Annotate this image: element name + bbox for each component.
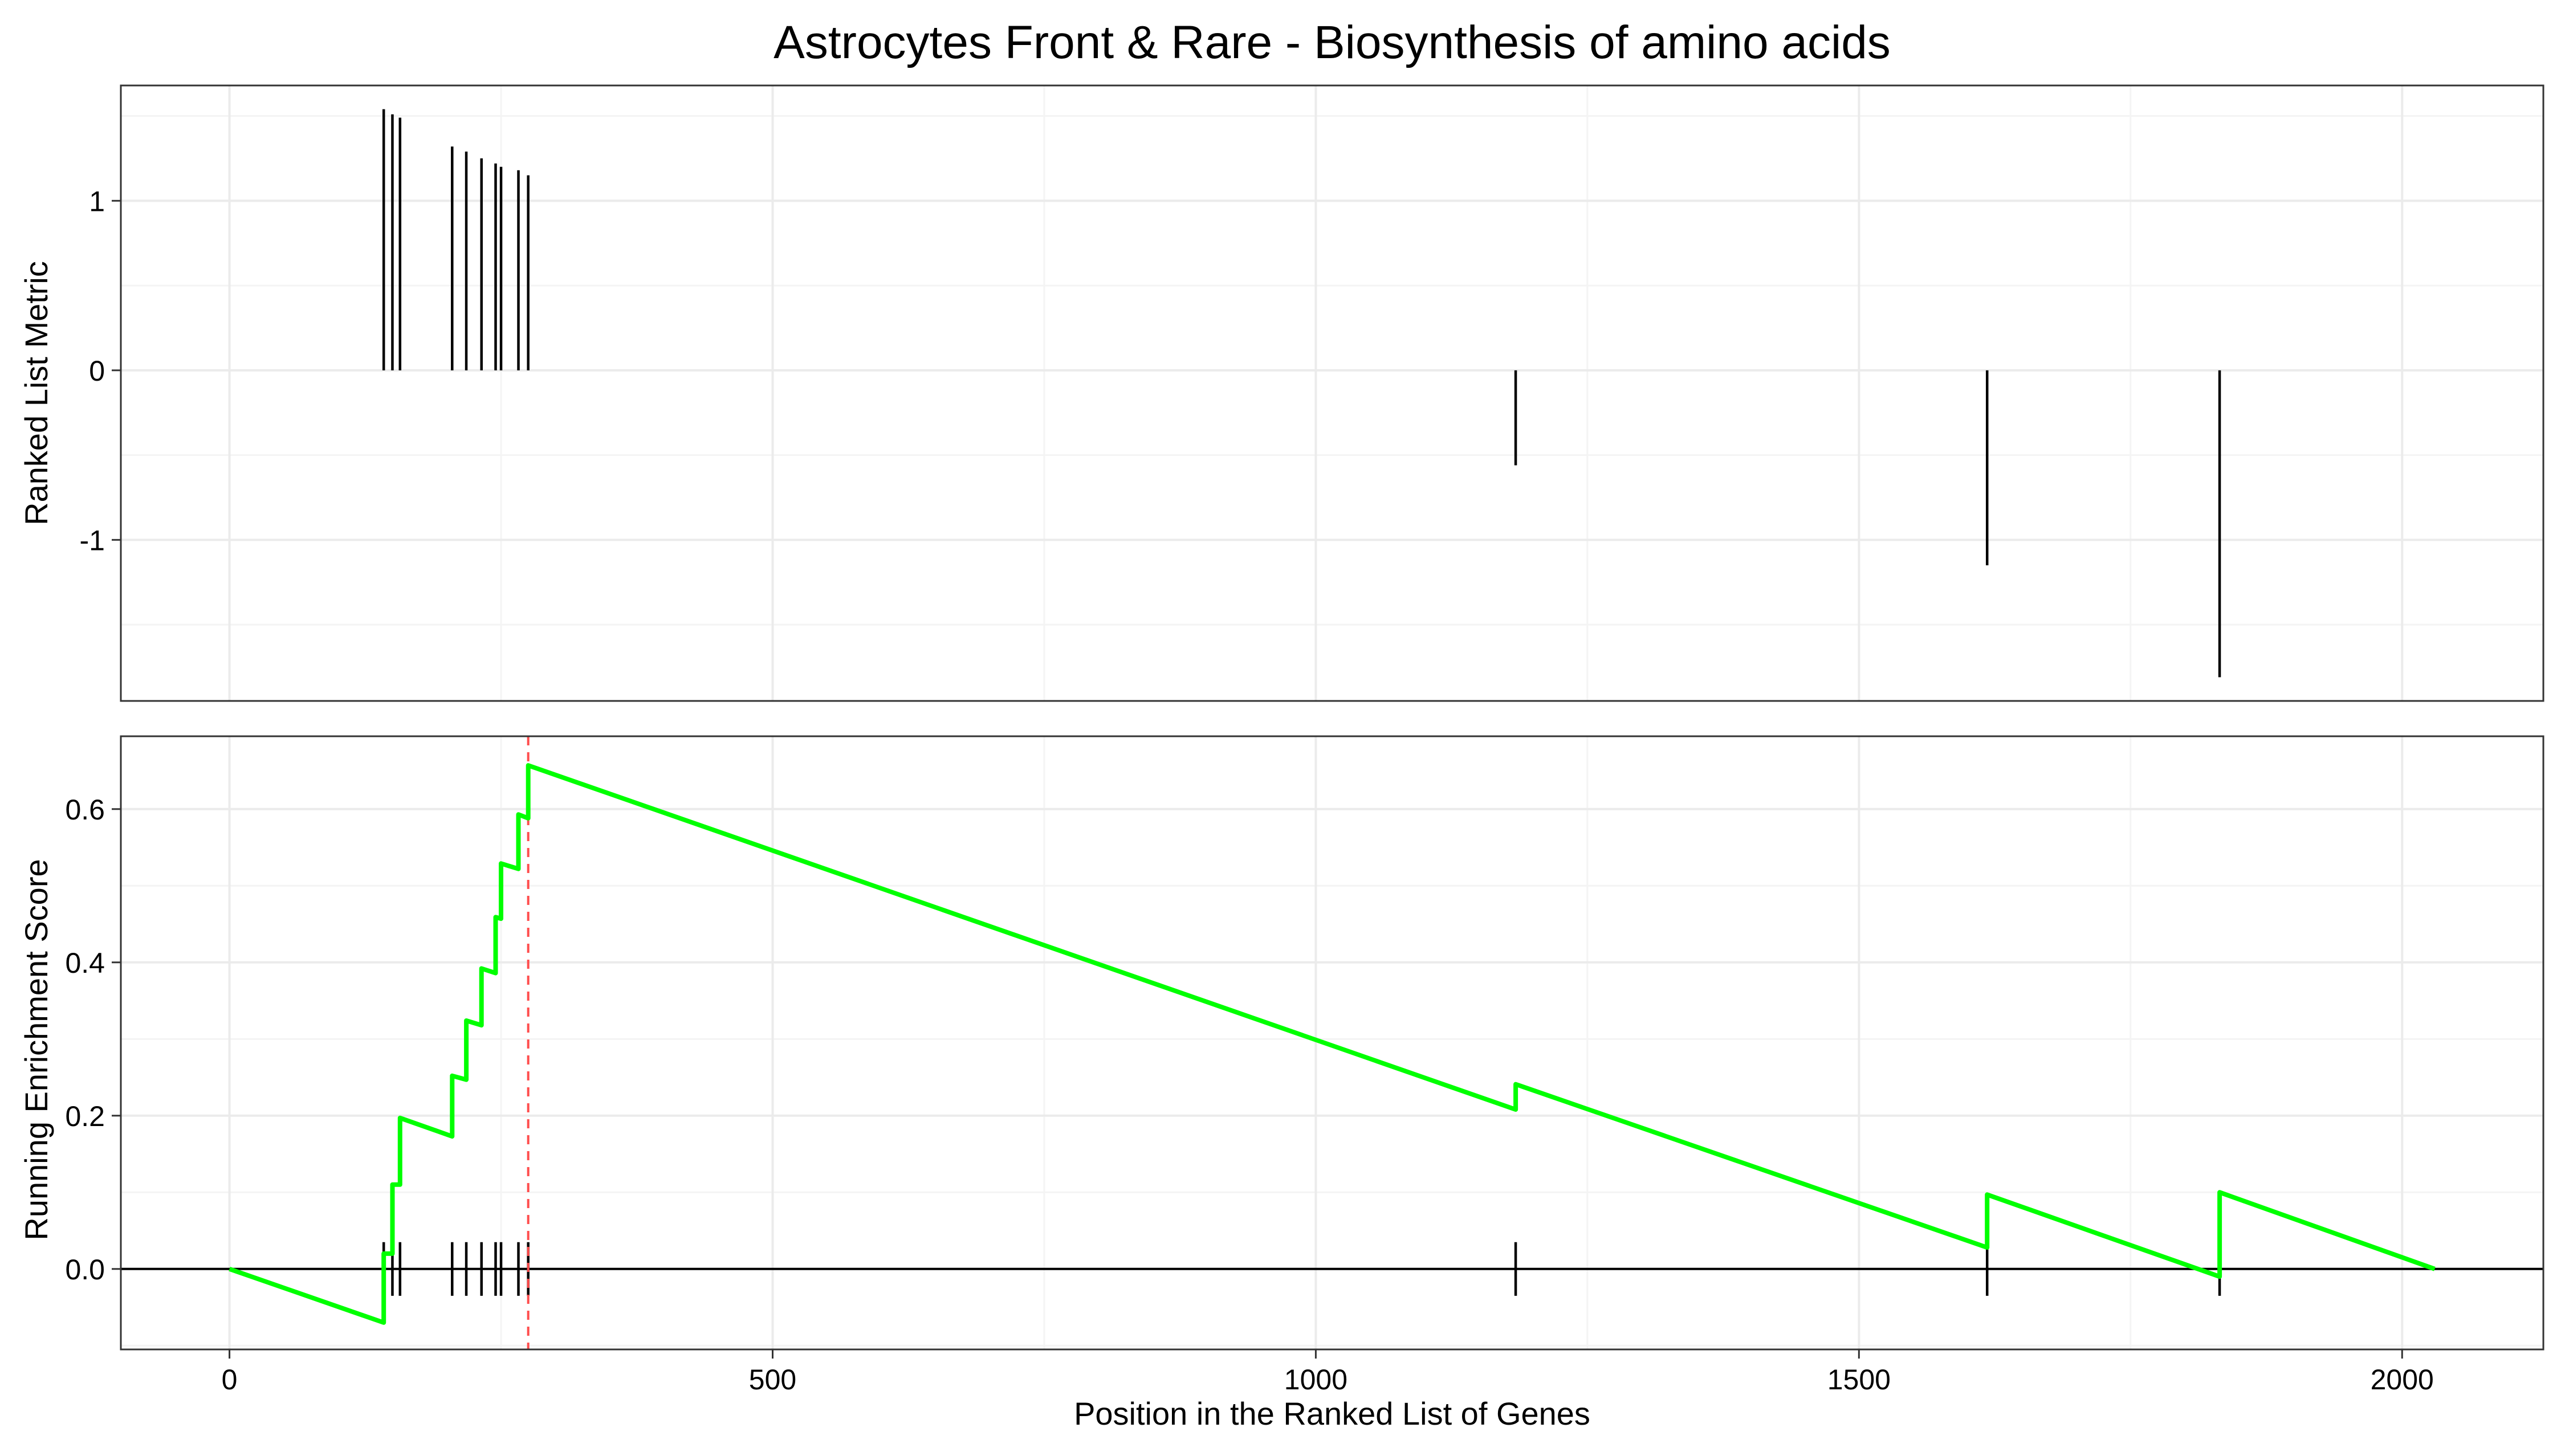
x-tick-label: 1500 [1827,1364,1891,1396]
panel-0-background [121,85,2543,701]
panel-1-background [121,736,2543,1349]
panel-1-y-tick-label: 0.6 [65,794,105,826]
panel-1-border [120,735,2544,1351]
x-tick-label: 500 [749,1364,796,1396]
panel-0-border [120,84,2544,702]
running-es-line [229,763,2436,1325]
panel-0-y-tick-label: 1 [89,185,105,217]
panel-1-y-tick-label: 0.2 [65,1100,105,1132]
panel-1-y-tick-label: 0.0 [65,1254,105,1286]
y-axis-label-metric: Ranked List Metric [18,261,54,525]
x-tick-label: 1000 [1284,1364,1347,1396]
x-tick-label: 0 [222,1364,238,1396]
panel-0-y-tick-label: 0 [89,355,105,387]
panel-0-y-tick-label: -1 [80,524,105,556]
y-axis-label-enrichment: Running Enrichment Score [18,859,54,1240]
chart-title: Astrocytes Front & Rare - Biosynthesis o… [773,17,1891,68]
x-axis-label: Position in the Ranked List of Genes [1074,1396,1590,1431]
panel-1-y-tick-label: 0.4 [65,947,105,979]
x-tick-label: 2000 [2371,1364,2434,1396]
